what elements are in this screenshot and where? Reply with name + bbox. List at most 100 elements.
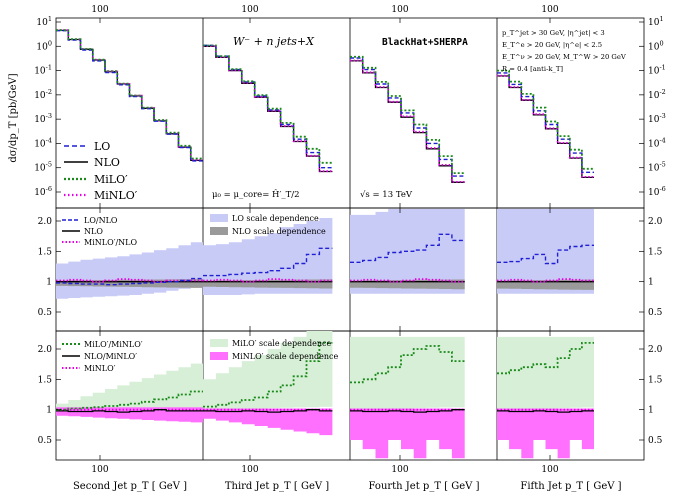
ytick-label-top: 10-5 (648, 161, 666, 174)
ytick-label-mid: 0.5 (648, 308, 663, 318)
milo-minlo-ratio-panel2 (203, 342, 333, 408)
legend-minlo-label: MiNLO′ (94, 189, 138, 202)
legend-milo-band-label: MiLO′ scale dependence (232, 339, 332, 348)
histogram-nlo-panel4 (497, 75, 594, 179)
minlo-nlo-ratio-panel1 (56, 278, 203, 283)
nlo-minlo-ratio-panel3 (350, 409, 465, 413)
legend-minlo-band-swatch (210, 352, 228, 360)
legend-milo-band-swatch (210, 339, 228, 347)
legend-milo-label: MiLO′ (94, 173, 128, 186)
ytick-label-top: 10-6 (34, 185, 52, 198)
milo-minlo-ratio-panel3 (350, 345, 465, 384)
histogram-minlo-prime-panel4 (497, 74, 594, 178)
ytick-label-bot: 2.0 (648, 345, 663, 355)
lo-scale-band-panel1 (56, 242, 203, 299)
nlo-scale-band-panel3 (350, 279, 465, 290)
bottom-xtick-label: 100 (91, 465, 108, 475)
ytick-label-mid: 1 (46, 278, 52, 288)
legend-nlo-minlo-label: NLO/MiNLO′ (84, 352, 137, 361)
cut-line: p_T^jet > 30 GeV, |η^jet| < 3 (502, 29, 605, 37)
bottom-xtick-labels: 100 100 100 100 (91, 465, 558, 475)
nlo-minlo-ratio-panel2 (203, 409, 333, 413)
axis-ticks: 101 101 100 100 10-1 10-1 10-2 10-2 10-3 10-3 10-4… (34, 15, 666, 460)
cut-line: R = 0.4 [anti-k_T] (502, 65, 563, 73)
ytick-label-top: 10-3 (648, 112, 666, 125)
legend-minlo-nlo-label: MiNLO′/NLO (84, 238, 137, 247)
mid-legend: LO/NLO NLO MiNLO′/NLO LO scale dependenc… (62, 214, 326, 247)
ytick-label-bot: 1 (648, 406, 654, 416)
lo-nlo-ratio-panel4 (497, 244, 594, 265)
ytick-label-bot: 0.5 (38, 436, 53, 446)
milo-minlo-ratio-panel4 (497, 342, 594, 375)
ytick-label-top: 10-2 (34, 88, 52, 101)
energy-label: √s = 13 TeV (360, 190, 413, 200)
cuts-box: p_T^jet > 30 GeV, |η^jet| < 3 E_T^e > 20… (502, 29, 627, 73)
legend-lo-nlo-label: LO/NLO (84, 216, 118, 225)
lo-nlo-ratio-panel2 (203, 247, 333, 277)
minlo-scale-band-panel4 (497, 408, 594, 459)
top-legend: LO NLO MiLO′ MiNLO′ (64, 140, 138, 202)
ytick-label-mid: 2.0 (648, 217, 663, 227)
process-label: W⁻ + n jets+X (233, 35, 315, 48)
scale-label: μ₀ = μ_core= Ĥ′_T/2 (212, 188, 300, 200)
histogram-lo-panel3 (350, 57, 465, 177)
nlo-minlo-ratio-panel4 (497, 410, 594, 413)
histogram-milo-prime-panel3 (350, 55, 465, 174)
second-jet-xlabel: Second Jet p_T [ GeV ] (73, 481, 187, 492)
ytick-label-top: 10-6 (648, 185, 666, 198)
ytick-label-top: 10-4 (34, 136, 52, 149)
milo-scale-band-panel2 (203, 331, 333, 410)
lo-nlo-ratio-panel3 (350, 233, 465, 263)
bottom-xtick-label: 100 (241, 465, 258, 475)
legend-nlo-mid-label: NLO (84, 227, 103, 236)
ytick-label-top: 10-5 (34, 161, 52, 174)
fifth-jet-xlabel: Fifth Jet p_T [ GeV ] (520, 481, 621, 492)
ytick-label-top: 10-1 (34, 64, 52, 77)
minlo-scale-band-panel2 (203, 408, 333, 436)
ytick-label-mid: 2.0 (38, 217, 53, 227)
legend-nlo-label: NLO (94, 156, 120, 169)
histogram-milo-prime-panel2 (203, 44, 333, 164)
legend-lo-label: LO (94, 140, 110, 153)
legend-minlo-band-label: MiNLO′ scale dependence (232, 352, 339, 361)
fourth-jet-xlabel: Fourth Jet p_T [ GeV ] (369, 481, 480, 492)
lo-scale-band-panel2 (203, 218, 333, 295)
minlo-scale-band-panel3 (350, 408, 465, 459)
top-xtick-label: 100 (541, 5, 558, 15)
ytick-label-top: 100 (36, 39, 52, 52)
ytick-label-bot: 1 (46, 406, 52, 416)
ytick-label-bot: 1.5 (38, 375, 53, 385)
ytick-label-top: 100 (648, 39, 664, 52)
top-xtick-label: 100 (391, 5, 408, 15)
histograms (56, 29, 594, 413)
minlo-nlo-ratio-panel4 (497, 278, 594, 283)
legend-nlo-band-swatch (210, 227, 228, 235)
ytick-label-mid: 1.5 (38, 247, 53, 257)
legend-minlo-bot-label: MiNLO′ (84, 364, 116, 373)
histogram-lo-panel1 (56, 30, 203, 162)
lo-scale-band-panel4 (497, 208, 594, 294)
histogram-minlo-prime-panel3 (350, 59, 465, 183)
generator-label: BlackHat+SHERPA (382, 37, 468, 48)
ytick-label-mid: 1 (648, 278, 654, 288)
ytick-label-bot: 2.0 (38, 345, 53, 355)
ytick-label-bot: 0.5 (648, 436, 663, 446)
legend-milo-minlo-label: MiLO′/MiNLO′ (84, 340, 143, 349)
ytick-label-top: 10-4 (648, 136, 666, 149)
ytick-label-top: 101 (36, 15, 52, 28)
cut-line: E_T^ν > 20 GeV, M_T^W > 20 GeV (502, 53, 627, 61)
histogram-milo-prime-panel1 (56, 29, 203, 160)
ytick-label-top: 10-3 (34, 112, 52, 125)
ytick-label-bot: 1.5 (648, 375, 663, 385)
legend-nlo-band-label: NLO scale dependence (232, 227, 326, 236)
nlo-minlo-ratio-panel1 (56, 409, 203, 413)
ytick-label-top: 10-1 (648, 64, 666, 77)
third-jet-xlabel: Third Jet p_T [ GeV ] (225, 481, 329, 492)
milo-scale-band-panel1 (56, 363, 203, 413)
milo-scale-band-panel3 (350, 336, 465, 410)
panel-x-labels: Second Jet p_T [ GeV ] Third Jet p_T [ G… (73, 481, 622, 492)
bottom-xtick-label: 100 (391, 465, 408, 475)
y-axis-label: dσ/dp_T [pb/GeV] (8, 73, 19, 162)
top-xtick-label: 100 (241, 5, 258, 15)
